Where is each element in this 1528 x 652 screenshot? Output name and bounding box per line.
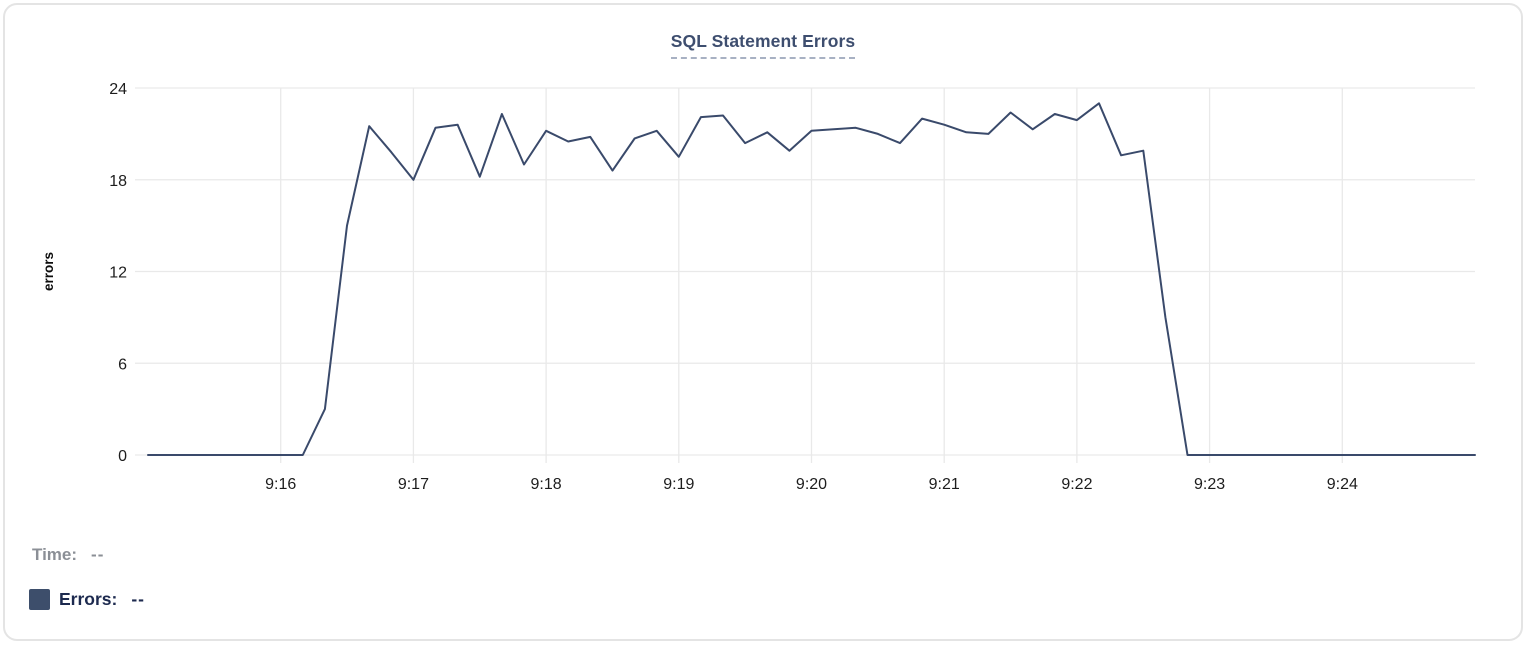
errors-label: Errors: — [59, 589, 118, 609]
x-tick-label: 9:16 — [265, 476, 296, 493]
sql-statement-errors-line-chart[interactable]: 0 6 12 18 24 9:16 9:17 9:18 9:19 9:20 9:21 9:22 9:23… — [5, 65, 1523, 515]
x-tick-label: 9:20 — [796, 476, 827, 493]
errors-series-line — [147, 102, 1476, 456]
x-tick-label: 9:23 — [1194, 476, 1225, 493]
chart-card: SQL Statement Errors 0 6 12 18 24 9:16 9:17 9:1… — [3, 3, 1523, 641]
x-tick-label: 9:17 — [398, 476, 429, 493]
hover-readout-time: Time: -- — [32, 545, 104, 565]
x-tick-label: 9:22 — [1061, 476, 1092, 493]
y-axis-title: errors — [41, 252, 56, 291]
y-tick-label: 0 — [118, 448, 127, 465]
y-tick-label: 18 — [109, 173, 127, 190]
time-value: -- — [91, 545, 105, 564]
y-tick-label: 6 — [118, 356, 127, 373]
chart-header: SQL Statement Errors — [5, 31, 1521, 59]
legend-item-errors[interactable]: Errors: -- — [29, 589, 145, 610]
time-label: Time: — [32, 545, 78, 564]
x-tick-label: 9:24 — [1327, 476, 1358, 493]
errors-series-swatch — [29, 589, 50, 610]
errors-value: -- — [131, 589, 146, 609]
x-tick-label: 9:21 — [929, 476, 960, 493]
chart-title-link[interactable]: SQL Statement Errors — [670, 31, 856, 59]
x-tick-label: 9:18 — [531, 476, 562, 493]
y-tick-label: 24 — [109, 81, 127, 98]
y-tick-label: 12 — [109, 265, 127, 282]
x-tick-label: 9:19 — [663, 476, 694, 493]
